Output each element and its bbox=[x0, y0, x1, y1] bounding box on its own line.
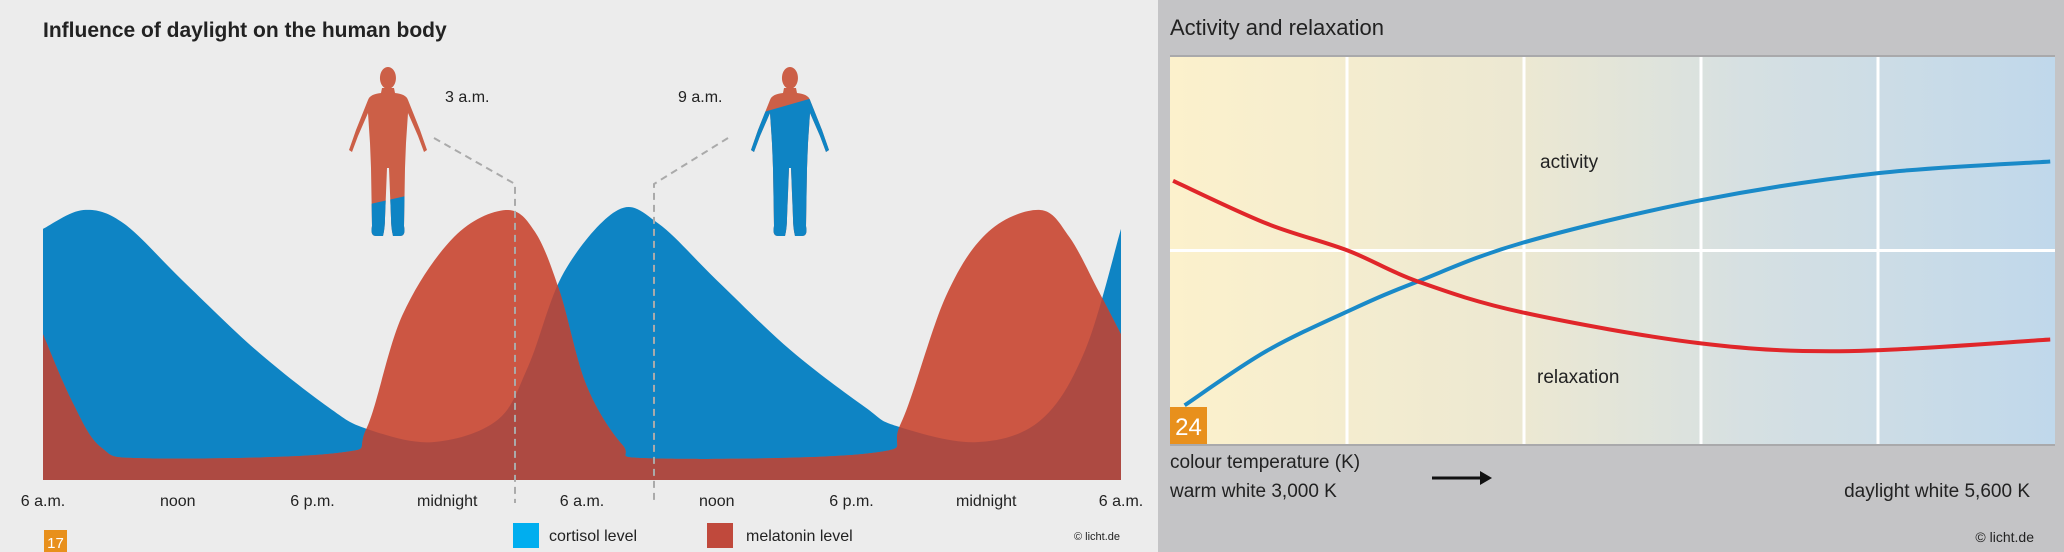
legend-cortisol-label: cortisol level bbox=[549, 528, 637, 545]
x-start-label: warm white 3,000 K bbox=[1169, 481, 1337, 502]
x-tick-label: noon bbox=[160, 493, 196, 510]
x-tick-label: 6 a.m. bbox=[21, 493, 65, 510]
x-tick-label: midnight bbox=[417, 493, 478, 510]
annotation-9am-leader bbox=[653, 137, 729, 503]
activity-label: activity bbox=[1540, 152, 1599, 173]
page-badge bbox=[1170, 407, 1207, 444]
x-tick-label: noon bbox=[699, 493, 735, 510]
x-axis-ticks: 6 a.m. noon 6 p.m. midnight 6 a.m. noon 6 p.m.… bbox=[21, 493, 1143, 510]
relaxation-line bbox=[1172, 179, 2051, 354]
legend-melatonin-swatch bbox=[707, 523, 733, 548]
credit: © licht.de bbox=[1975, 529, 2034, 545]
page-badge bbox=[44, 530, 67, 552]
relaxation-label: relaxation bbox=[1537, 367, 1619, 388]
annotation-3am-leader bbox=[433, 137, 516, 503]
activity-chart: Activity and relaxation activity relaxat… bbox=[1158, 0, 2064, 552]
daylight-chart: Influence of daylight on the human body … bbox=[20, 19, 1144, 552]
legend-melatonin-label: melatonin level bbox=[746, 528, 853, 545]
x-axis-label: colour temperature (K) bbox=[1170, 452, 1360, 473]
page-badge-number: 24 bbox=[1175, 414, 1202, 441]
x-tick-label: midnight bbox=[956, 493, 1017, 510]
x-tick-label: 6 p.m. bbox=[829, 493, 873, 510]
cortisol-area bbox=[43, 207, 1121, 480]
arrow-right-icon bbox=[1432, 471, 1492, 485]
annotation-3am: 3 a.m. bbox=[445, 89, 489, 106]
annotation-9am: 9 a.m. bbox=[678, 89, 722, 106]
page-badge-number: 17 bbox=[47, 535, 64, 552]
x-tick-label: 6 a.m. bbox=[1099, 493, 1143, 510]
activity-line bbox=[1183, 159, 2051, 407]
chart-title: Influence of daylight on the human body bbox=[43, 19, 447, 42]
x-end-label: daylight white 5,600 K bbox=[1844, 481, 2030, 502]
x-tick-label: 6 a.m. bbox=[560, 493, 604, 510]
credit: © licht.de bbox=[1074, 531, 1120, 543]
chart-title: Activity and relaxation bbox=[1170, 15, 1384, 40]
legend-cortisol-swatch bbox=[513, 523, 539, 548]
x-tick-label: 6 p.m. bbox=[290, 493, 334, 510]
